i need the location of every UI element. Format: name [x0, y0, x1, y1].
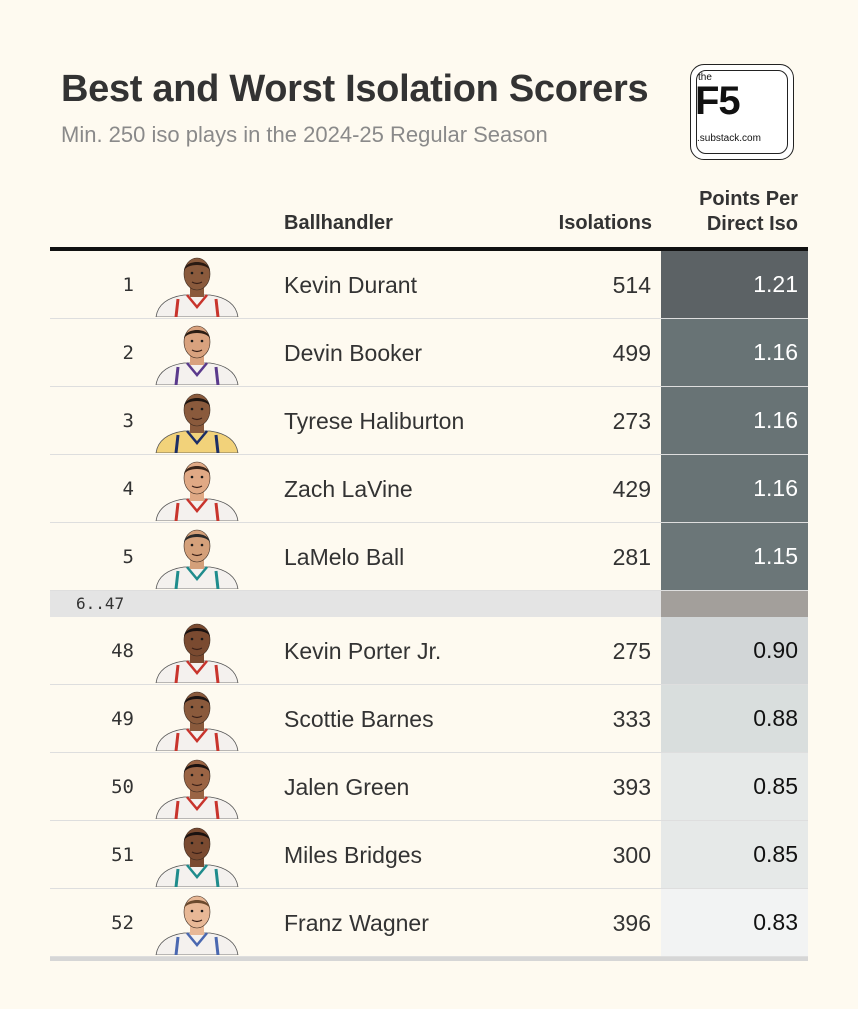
table-row: 48 Kevin Porter Jr. 275 0.90: [50, 617, 808, 685]
header-rule: [50, 247, 808, 251]
ppdi-cell: 0.83: [661, 889, 808, 956]
chart-subtitle: Min. 250 iso plays in the 2024-25 Regula…: [61, 122, 548, 147]
ppdi-value: 1.16: [753, 407, 798, 433]
isolations-cell: 273: [612, 408, 651, 434]
column-header-ppdi: Points Per Direct Iso: [699, 187, 798, 237]
chart-title: Best and Worst Isolation Scorers: [61, 68, 649, 110]
avatar: [154, 755, 240, 819]
avatar: [154, 525, 240, 589]
ppdi-value: 0.90: [753, 637, 798, 663]
player-name-cell: Miles Bridges: [284, 842, 423, 868]
player-avatar-icon: [155, 393, 239, 453]
omitted-rows-gap: 6..47: [50, 591, 808, 617]
ppdi-cell: 1.16: [661, 319, 808, 386]
player-avatar-icon: [155, 461, 239, 521]
isolations-cell: 275: [612, 638, 651, 664]
ppdi-value: 0.83: [753, 909, 798, 935]
isolations-cell: 514: [612, 272, 651, 298]
column-header-ppdi-line1: Points Per: [699, 188, 798, 210]
player-avatar-icon: [155, 257, 239, 317]
player-avatar-icon: [155, 325, 239, 385]
bottom-rule: [50, 957, 808, 961]
player-name-cell: LaMelo Ball: [284, 544, 405, 570]
table-row: 51 Miles Bridges 300 0.85: [50, 821, 808, 889]
logo-f5-text: F5: [695, 79, 741, 123]
table-row: 50 Jalen Green 393 0.85: [50, 753, 808, 821]
avatar: [154, 891, 240, 955]
ppdi-cell: 0.90: [661, 617, 808, 684]
rank-cell: 4: [122, 478, 134, 500]
table-row: 2 Devin Booker 499 1.16: [50, 319, 808, 387]
ppdi-value: 1.16: [753, 475, 798, 501]
table-row: 4 Zach LaVine 429 1.16: [50, 455, 808, 523]
column-header-ppdi-line2: Direct Iso: [706, 213, 798, 235]
avatar: [154, 321, 240, 385]
rank-cell: 49: [111, 708, 134, 730]
player-name-cell: Kevin Durant: [284, 272, 417, 298]
player-avatar-icon: [155, 895, 239, 955]
player-name-cell: Kevin Porter Jr.: [284, 638, 442, 664]
rank-cell: 5: [122, 546, 134, 568]
column-header-ballhandler: Ballhandler: [284, 212, 393, 234]
player-avatar-icon: [155, 691, 239, 751]
player-name-cell: Jalen Green: [284, 774, 410, 800]
ppdi-value: 1.15: [753, 543, 798, 569]
ppdi-cell: 1.16: [661, 387, 808, 454]
rank-cell: 51: [111, 844, 134, 866]
ppdi-cell: 0.85: [661, 821, 808, 888]
player-name-cell: Zach LaVine: [284, 476, 413, 502]
logo-inner-border: [696, 70, 788, 154]
isolations-cell: 429: [612, 476, 651, 502]
isolations-cell: 333: [612, 706, 651, 732]
table-row: 3 Tyrese Haliburton 273 1.16: [50, 387, 808, 455]
logo-the-text: the: [698, 72, 712, 83]
player-avatar-icon: [155, 623, 239, 683]
rank-cell: 52: [111, 912, 134, 934]
player-name-cell: Devin Booker: [284, 340, 423, 366]
ppdi-cell: 1.16: [661, 455, 808, 522]
ppdi-value: 0.85: [753, 841, 798, 867]
player-avatar-icon: [155, 827, 239, 887]
player-name-cell: Tyrese Haliburton: [284, 408, 465, 434]
avatar: [154, 823, 240, 887]
scorers-table: 1 Kevin Durant 514 1.21 2 Devin Booker 499 1.16…: [50, 251, 808, 961]
ppdi-value: 1.16: [753, 339, 798, 365]
avatar: [154, 457, 240, 521]
avatar: [154, 253, 240, 317]
logo-domain-text: .substack.com: [697, 133, 761, 144]
ppdi-cell: 1.21: [661, 251, 808, 318]
rank-cell: 48: [111, 640, 134, 662]
ppdi-cell: 1.15: [661, 523, 808, 590]
avatar: [154, 687, 240, 751]
isolations-cell: 499: [612, 340, 651, 366]
rank-cell: 1: [122, 274, 134, 296]
omitted-rows-label: 6..47: [76, 594, 125, 613]
rank-cell: 2: [122, 342, 134, 364]
table-row: 49 Scottie Barnes 333 0.88: [50, 685, 808, 753]
ppdi-cell: 0.85: [661, 753, 808, 820]
rank-cell: 50: [111, 776, 134, 798]
table-row: 52 Franz Wagner 396 0.83: [50, 889, 808, 957]
column-header-isolations: Isolations: [558, 212, 652, 234]
isolations-cell: 300: [612, 842, 651, 868]
avatar: [154, 619, 240, 683]
table-row: 5 LaMelo Ball 281 1.15: [50, 523, 808, 591]
player-avatar-icon: [155, 529, 239, 589]
ppdi-cell: 0.88: [661, 685, 808, 752]
table-row: 1 Kevin Durant 514 1.21: [50, 251, 808, 319]
ppdi-value: 1.21: [753, 271, 798, 297]
rank-cell: 3: [122, 410, 134, 432]
isolations-cell: 393: [612, 774, 651, 800]
player-name-cell: Franz Wagner: [284, 910, 429, 936]
player-name-cell: Scottie Barnes: [284, 706, 434, 732]
f5-logo: the F5 .substack.com: [690, 64, 794, 160]
omitted-rows-ppdi-cell: [661, 591, 808, 617]
player-avatar-icon: [155, 759, 239, 819]
ppdi-value: 0.85: [753, 773, 798, 799]
ppdi-value: 0.88: [753, 705, 798, 731]
avatar: [154, 389, 240, 453]
isolations-cell: 396: [612, 910, 651, 936]
isolations-cell: 281: [612, 544, 651, 570]
